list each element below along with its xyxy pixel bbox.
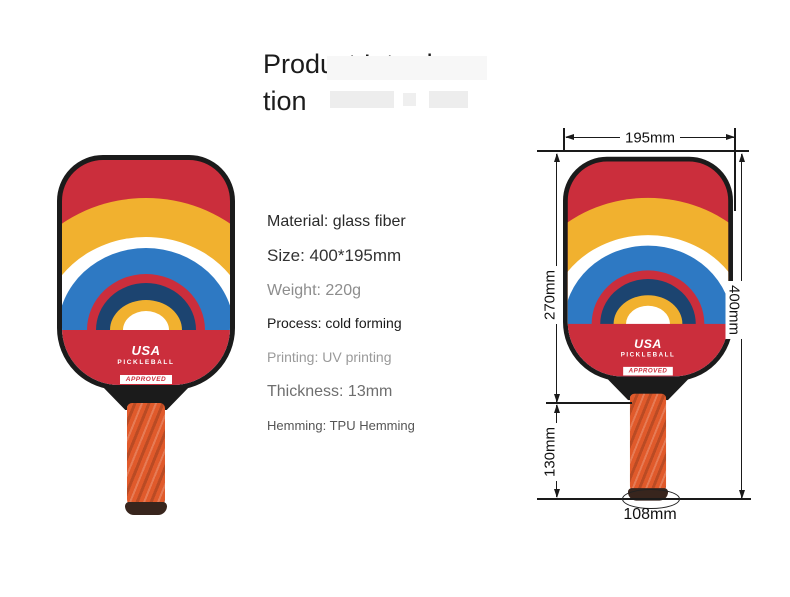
spec-size: Size: 400*195mm <box>267 246 402 265</box>
spec-material: Material: glass fiber <box>267 213 406 230</box>
paddle-butt-cap <box>125 502 167 515</box>
paddle-body: USA PICKLEBALL APPROVED <box>563 152 733 502</box>
spec-process: Process: cold forming <box>267 315 402 331</box>
logo-usa-text: USA <box>634 336 662 351</box>
spec-printing: Printing: UV printing <box>267 349 392 365</box>
dim-label-face-height: 270mm <box>541 265 559 325</box>
logo-pickleball-text: PICKLEBALL <box>620 351 676 359</box>
paddle-left: USA PICKLEBALL APPROVED <box>57 150 235 516</box>
paddle-throat <box>605 376 691 401</box>
spec-thickness: Thickness: 13mm <box>267 383 393 400</box>
paddle-face: USA PICKLEBALL APPROVED <box>57 155 235 390</box>
paddle-face: USA PICKLEBALL APPROVED <box>563 156 733 382</box>
logo-pickleball-text: PICKLEBALL <box>117 359 175 366</box>
watermark-redaction <box>327 56 487 80</box>
spec-hemming: Hemming: TPU Hemming <box>267 418 415 433</box>
top-reference-line <box>537 150 749 152</box>
logo-usa-text: USA <box>131 343 161 358</box>
page-title-line2: tion <box>263 86 307 116</box>
usa-pickleball-logo: USA PICKLEBALL APPROVED <box>62 343 230 385</box>
dim-label-grip-circumference: 108mm <box>623 506 677 523</box>
width-extension-line-left <box>563 128 565 152</box>
handle-top-reference-line <box>546 402 632 404</box>
logo-approved-badge: APPROVED <box>62 368 230 385</box>
usa-pickleball-logo: USA PICKLEBALL APPROVED <box>568 336 728 376</box>
dim-label-total-height: 400mm <box>725 280 743 340</box>
paddle-grip <box>127 403 165 508</box>
watermark-redaction <box>330 91 394 108</box>
grip-circumference-ellipse <box>622 489 680 509</box>
paddle-body: USA PICKLEBALL APPROVED <box>57 150 235 516</box>
spec-weight: Weight: 220g <box>267 282 361 299</box>
dim-label-width: 195mm <box>619 129 681 147</box>
paddle-right: USA PICKLEBALL APPROVED <box>563 152 741 518</box>
logo-approved-badge: APPROVED <box>568 360 728 376</box>
dim-label-handle-length: 130mm <box>541 422 559 482</box>
watermark-redaction <box>429 91 468 108</box>
width-extension-line-right <box>734 128 736 211</box>
paddle-grip <box>629 393 667 494</box>
watermark-redaction <box>403 93 416 106</box>
